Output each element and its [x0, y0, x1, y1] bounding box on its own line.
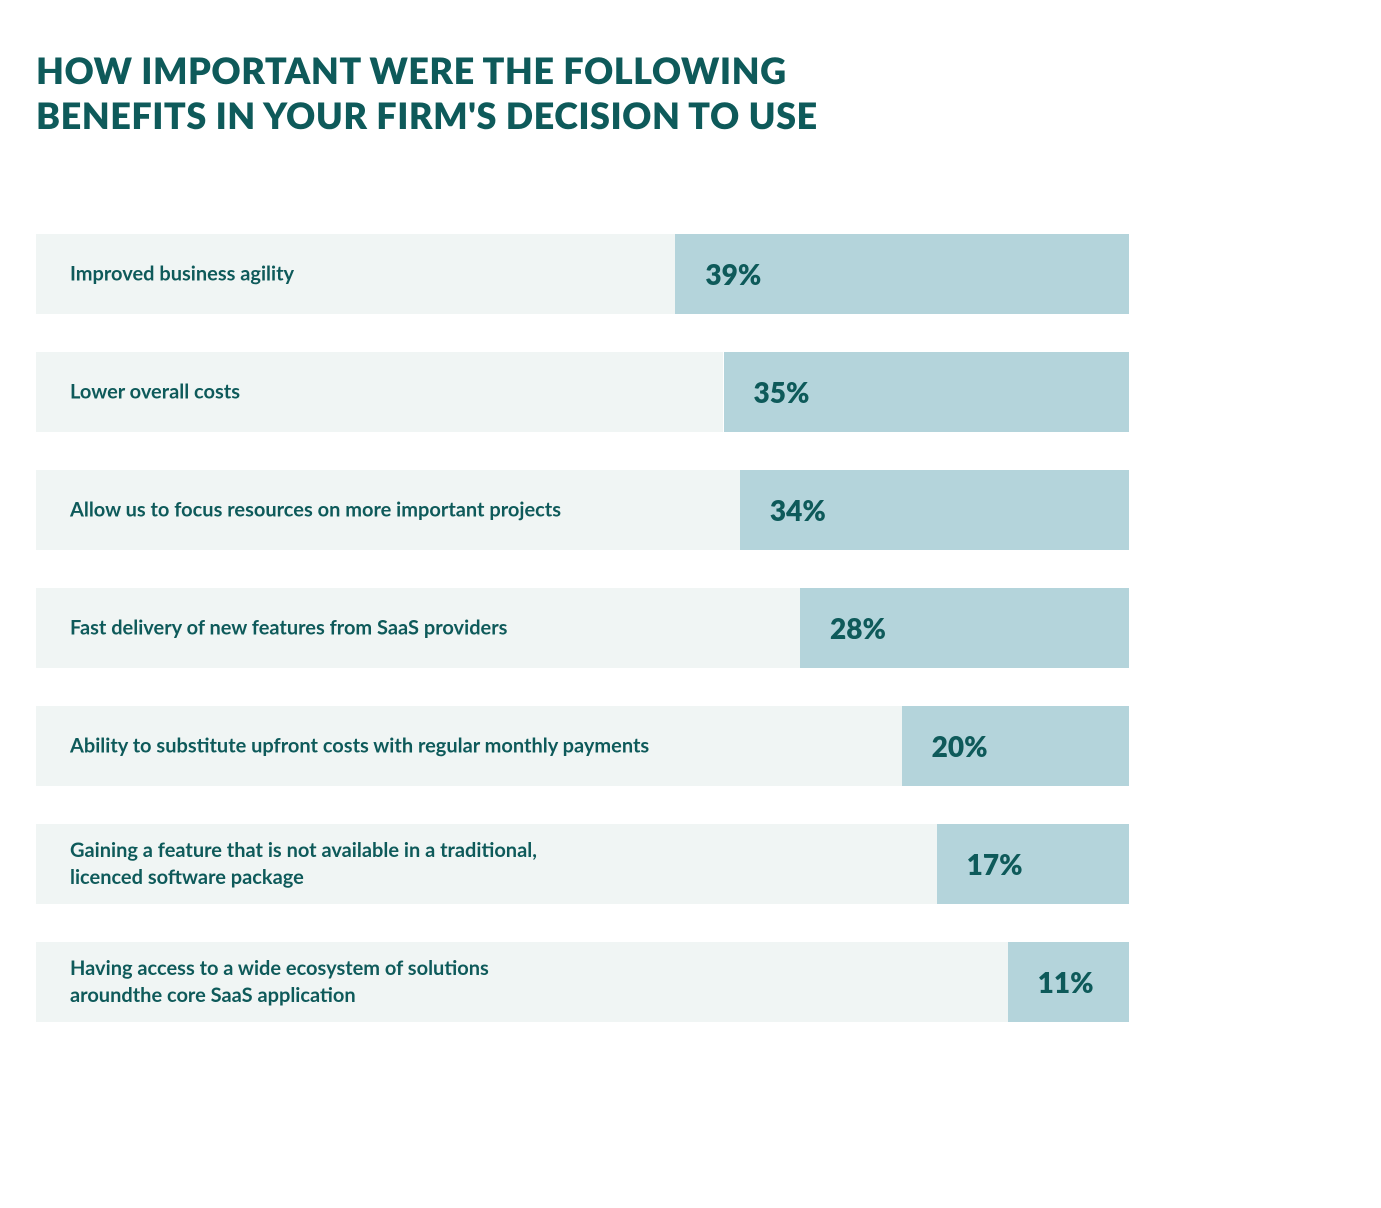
title-line-1: HOW IMPORTANT WERE THE FOLLOWING: [36, 48, 787, 92]
bar-label: Improved business agility: [70, 261, 294, 288]
bar-chart: Improved business agility 39% Lower overal…: [36, 234, 1129, 1022]
bar-label: Having access to a wide ecosystem of sol…: [70, 955, 489, 1009]
bar-value: 20%: [932, 729, 988, 763]
bar-row: Fast delivery of new features from SaaS …: [36, 588, 1129, 668]
bar-row: Ability to substitute upfront costs with…: [36, 706, 1129, 786]
bar-label: Fast delivery of new features from SaaS …: [70, 615, 507, 642]
bar-value: 34%: [770, 493, 826, 527]
bar-label: Lower overall costs: [70, 379, 240, 406]
bar-row: Allow us to focus resources on more impo…: [36, 470, 1129, 550]
title-line-2: BENEFITS IN YOUR FIRM'S DECISION TO USE: [36, 93, 818, 137]
chart-title: HOW IMPORTANT WERE THE FOLLOWING BENEFIT…: [36, 48, 1345, 138]
bar-value: 35%: [753, 375, 809, 409]
bar-fill: [937, 824, 1129, 904]
chart-canvas: HOW IMPORTANT WERE THE FOLLOWING BENEFIT…: [0, 0, 1381, 1208]
bar-value: 39%: [705, 257, 761, 291]
bar-row: Gaining a feature that is not available …: [36, 824, 1129, 904]
bar-value: 17%: [967, 847, 1023, 881]
bar-label: Gaining a feature that is not available …: [70, 837, 537, 891]
bar-value: 11%: [1038, 965, 1094, 999]
bar-row: Having access to a wide ecosystem of sol…: [36, 942, 1129, 1022]
bar-label: Allow us to focus resources on more impo…: [70, 497, 561, 524]
bar-label: Ability to substitute upfront costs with…: [70, 733, 649, 760]
bar-row: Lower overall costs 35%: [36, 352, 1129, 432]
bar-value: 28%: [830, 611, 886, 645]
bar-row: Improved business agility 39%: [36, 234, 1129, 314]
